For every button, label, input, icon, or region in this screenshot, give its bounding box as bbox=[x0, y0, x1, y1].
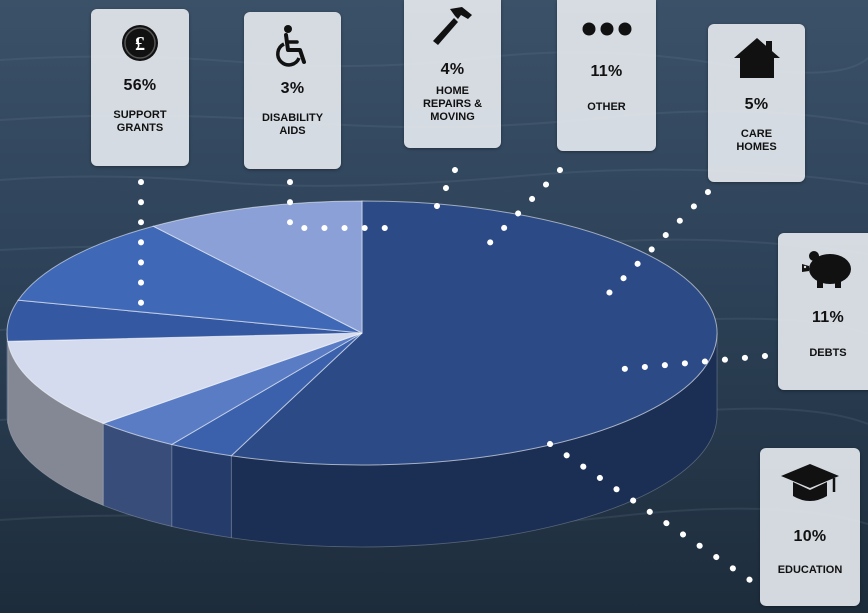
card-home-repairs: 4% HOME REPAIRS & MOVING bbox=[404, 0, 501, 148]
svg-text:£: £ bbox=[135, 33, 145, 55]
pie-slice-debts bbox=[17, 225, 363, 334]
care-homes-label: CARE HOMES bbox=[736, 128, 777, 153]
pie-slice-other bbox=[7, 332, 363, 424]
debts-label: DEBTS bbox=[809, 347, 847, 359]
leader-line-other bbox=[475, 167, 563, 258]
support-grants-label: SUPPORT GRANTS bbox=[113, 109, 167, 134]
card-disability-aids: 3% DISABILITY AIDS bbox=[244, 12, 341, 169]
education-percent: 10% bbox=[793, 528, 827, 545]
card-support-grants: £ 56% SUPPORT GRANTS bbox=[91, 9, 189, 166]
piggy-bank-icon bbox=[802, 251, 851, 288]
debts-percent: 11% bbox=[811, 309, 845, 326]
card-other: 11% OTHER bbox=[557, 0, 656, 151]
wheelchair-icon bbox=[275, 25, 306, 67]
disability-aids-percent: 3% bbox=[280, 80, 305, 97]
education-label: EDUCATION bbox=[777, 564, 843, 576]
pie-slice-education bbox=[151, 200, 363, 334]
pie-sides bbox=[6, 332, 718, 548]
leader-line-education bbox=[547, 441, 753, 583]
other-percent: 11% bbox=[590, 63, 623, 80]
other-label: OTHER bbox=[587, 101, 626, 113]
card-debts: 11% DEBTS bbox=[778, 233, 868, 390]
graduation-cap-icon bbox=[781, 464, 839, 501]
home-repairs-label: HOME REPAIRS & MOVING bbox=[422, 85, 483, 123]
care-homes-percent: 5% bbox=[744, 96, 769, 113]
pie-side-disability-aids bbox=[171, 443, 232, 539]
card-education: 10% EDUCATION bbox=[760, 448, 860, 606]
disability-aids-label: DISABILITY AIDS bbox=[261, 112, 324, 137]
leader-lines bbox=[138, 167, 768, 583]
leader-line-care-homes bbox=[605, 189, 711, 297]
pie-slices bbox=[6, 200, 718, 466]
pound-coin-icon: £ bbox=[122, 25, 158, 61]
support-grants-percent: 56% bbox=[123, 77, 157, 94]
card-care-homes: 5% CARE HOMES bbox=[708, 24, 805, 182]
pie-slice-support-grants bbox=[230, 200, 718, 466]
house-icon bbox=[733, 38, 780, 78]
hammer-icon bbox=[432, 7, 472, 45]
pie-side-care-homes bbox=[6, 332, 9, 424]
ellipsis-icon bbox=[582, 22, 631, 36]
home-repairs-percent: 4% bbox=[440, 61, 465, 78]
